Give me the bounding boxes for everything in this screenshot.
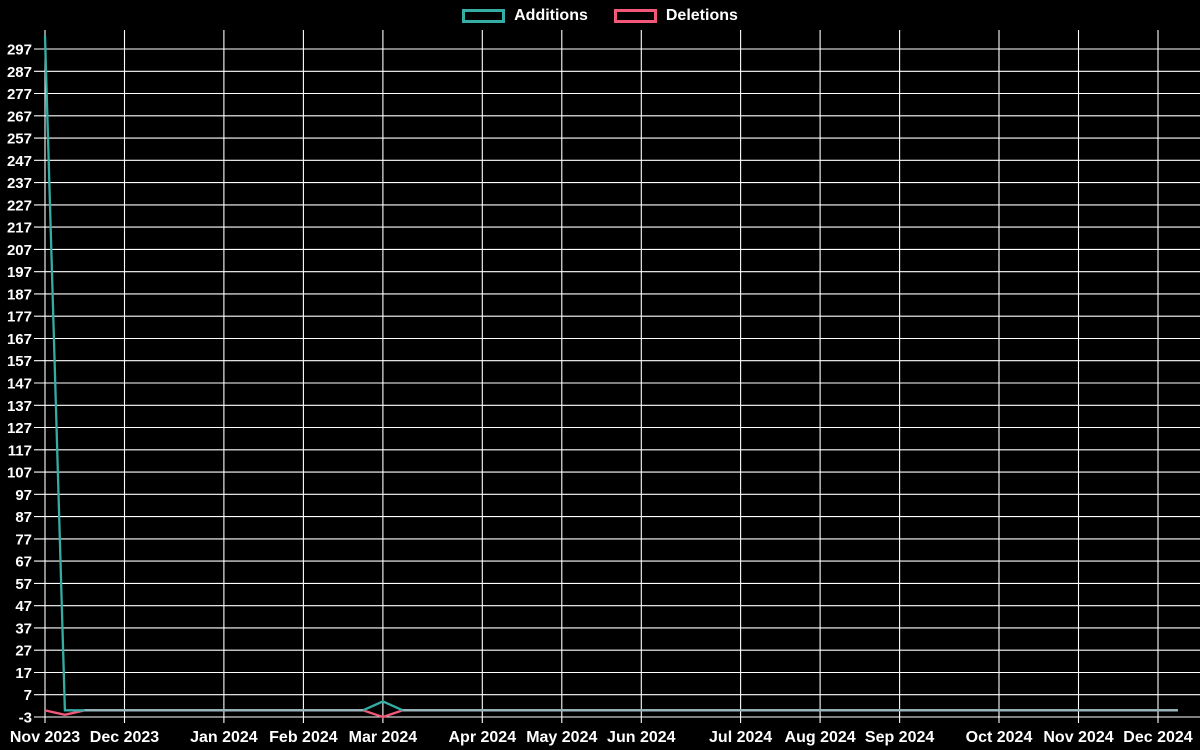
x-tick-label: May 2024 bbox=[526, 729, 597, 746]
y-tick-label: 287 bbox=[7, 64, 32, 81]
y-tick-label: -3 bbox=[19, 710, 32, 727]
y-tick-label: 277 bbox=[7, 86, 32, 103]
series-line-additions bbox=[43, 35, 1178, 712]
y-tick-label: 137 bbox=[7, 398, 32, 415]
y-tick-label: 17 bbox=[15, 665, 32, 682]
y-tick-label: 187 bbox=[7, 286, 32, 303]
x-tick-label: Jun 2024 bbox=[607, 729, 676, 746]
deletions-swatch-icon bbox=[613, 9, 657, 23]
x-tick-label: Aug 2024 bbox=[785, 729, 856, 746]
y-tick-label: 247 bbox=[7, 153, 32, 170]
x-tick-label: Oct 2024 bbox=[966, 729, 1033, 746]
y-tick-label: 117 bbox=[8, 442, 32, 459]
x-tick-label: Dec 2024 bbox=[1123, 729, 1192, 746]
y-tick-label: 67 bbox=[15, 554, 32, 571]
y-tick-label: 27 bbox=[15, 643, 32, 660]
y-tick-label: 227 bbox=[7, 197, 32, 214]
x-tick-label: Sep 2024 bbox=[865, 729, 934, 746]
y-tick-label: 237 bbox=[7, 175, 32, 192]
y-tick-label: 147 bbox=[7, 376, 32, 393]
legend-label-deletions: Deletions bbox=[665, 7, 738, 24]
y-tick-label: 87 bbox=[15, 509, 32, 526]
x-tick-label: Jan 2024 bbox=[190, 729, 258, 746]
legend-item-additions[interactable]: Additions bbox=[462, 8, 588, 24]
y-tick-label: 177 bbox=[7, 309, 32, 326]
y-tick-label: 47 bbox=[15, 598, 32, 615]
legend-label-additions: Additions bbox=[514, 7, 588, 24]
x-tick-label: Apr 2024 bbox=[449, 729, 517, 746]
y-tick-label: 77 bbox=[15, 531, 32, 548]
y-tick-label: 157 bbox=[7, 353, 32, 370]
y-tick-label: 97 bbox=[15, 487, 32, 504]
y-tick-label: 37 bbox=[15, 620, 32, 637]
x-tick-label: Dec 2023 bbox=[90, 729, 159, 746]
series bbox=[43, 35, 1178, 719]
y-tick-label: 297 bbox=[7, 42, 32, 59]
x-tick-label: Mar 2024 bbox=[349, 729, 418, 746]
y-tick-label: 197 bbox=[7, 264, 32, 281]
y-tick-label: 217 bbox=[7, 220, 32, 237]
y-tick-label: 57 bbox=[15, 576, 32, 593]
x-tick-label: Jul 2024 bbox=[709, 729, 772, 746]
x-grid: Nov 2023 Dec 2023 Jan 2024 Feb 2024 Mar 2024… bbox=[10, 30, 1193, 746]
x-tick-label: Feb 2024 bbox=[269, 729, 338, 746]
y-tick-label: 127 bbox=[7, 420, 32, 437]
legend: Additions Deletions bbox=[0, 4, 1200, 28]
y-tick-label: 107 bbox=[7, 465, 32, 482]
y-grid: 2972872772672572472372272172071971871771… bbox=[7, 42, 1200, 727]
y-tick-label: 267 bbox=[7, 108, 32, 125]
y-tick-label: 7 bbox=[24, 687, 32, 704]
y-tick-label: 207 bbox=[7, 242, 32, 259]
y-tick-label: 257 bbox=[7, 131, 32, 148]
legend-item-deletions[interactable]: Deletions bbox=[613, 7, 738, 24]
x-tick-label: Nov 2024 bbox=[1043, 729, 1113, 746]
additions-swatch-icon bbox=[462, 9, 506, 23]
x-tick-label: Nov 2023 bbox=[10, 729, 80, 746]
y-tick-label: 167 bbox=[7, 331, 32, 348]
